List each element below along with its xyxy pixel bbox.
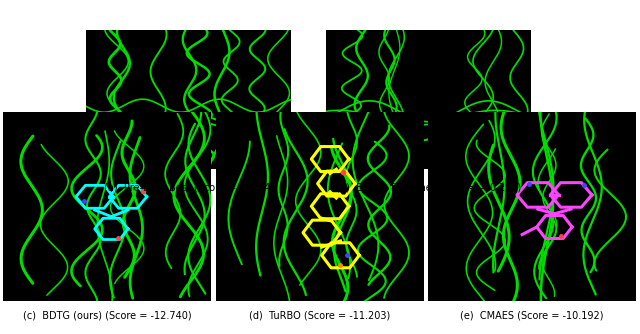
Text: (a)  Pre-train Best (Score = -8.834): (a) Pre-train Best (Score = -8.834): [104, 182, 274, 192]
Text: (b)  Before finetune (Score = -10.230): (b) Before finetune (Score = -10.230): [336, 182, 522, 192]
Text: (c)  BDTG (ours) (Score = -12.740): (c) BDTG (ours) (Score = -12.740): [23, 311, 191, 321]
Text: (d)  TuRBO (Score = -11.203): (d) TuRBO (Score = -11.203): [249, 311, 390, 321]
Text: (e)  CMAES (Score = -10.192): (e) CMAES (Score = -10.192): [460, 311, 604, 321]
